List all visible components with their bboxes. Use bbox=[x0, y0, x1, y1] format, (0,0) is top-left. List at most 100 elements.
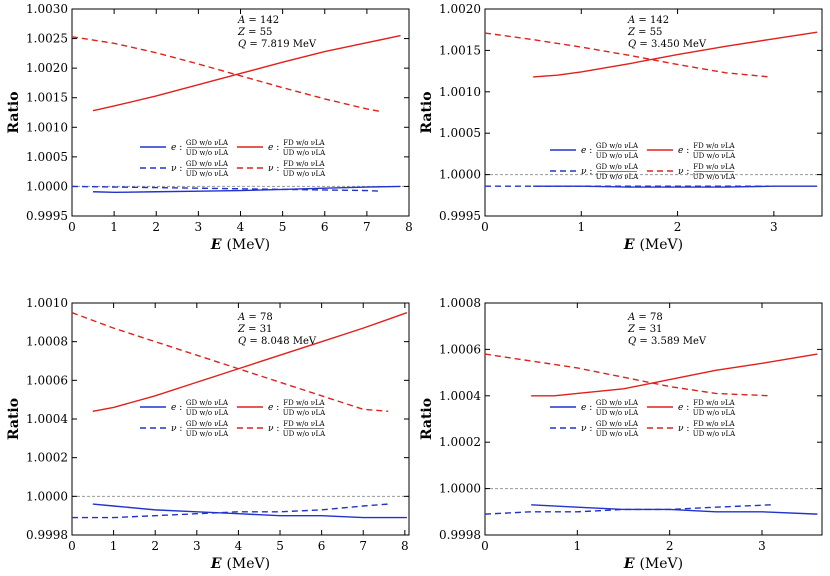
legend-denominator: UD w/o νLA bbox=[596, 409, 639, 417]
y-tick-label: 1.0006 bbox=[439, 342, 481, 356]
y-tick-label: 1.0015 bbox=[439, 43, 481, 57]
y-tick-label: 1.0008 bbox=[26, 335, 68, 349]
legend-particle: e : bbox=[678, 403, 689, 413]
x-tick-label: 1 bbox=[577, 220, 585, 234]
x-axis-label: E (MeV) bbox=[623, 556, 683, 572]
series-line-2 bbox=[533, 31, 818, 78]
x-tick-label: 3 bbox=[193, 539, 201, 553]
x-tick-label: 5 bbox=[279, 220, 287, 234]
x-tick-label: 1 bbox=[110, 220, 118, 234]
x-axis-label: E (MeV) bbox=[210, 237, 270, 253]
chart-panel-4: 0 1 2 3 0.9998 1.0000 1.0002 1.0004 1.0006 1.0008… bbox=[419, 296, 823, 572]
series-line-1 bbox=[533, 185, 818, 188]
y-tick-label: 1.0004 bbox=[439, 389, 481, 403]
chart-panel-1: 0 1 2 3 4 5 6 7 8 0.9995 1.0000 1.0005 1.0010 1.0015 1… bbox=[6, 2, 413, 253]
series-line-4 bbox=[484, 353, 772, 397]
x-tick-label: 5 bbox=[276, 539, 284, 553]
legend-numerator: FD w/o νLA bbox=[693, 399, 735, 407]
legend-numerator: FD w/o νLA bbox=[693, 420, 735, 428]
legend-denominator: UD w/o νLA bbox=[693, 409, 736, 417]
legend-denominator: UD w/o νLA bbox=[283, 409, 326, 417]
legend-particle: e : bbox=[268, 403, 279, 413]
plot-frame bbox=[484, 8, 823, 217]
x-tick-label: 4 bbox=[235, 539, 243, 553]
y-tick-label: 1.0000 bbox=[439, 482, 481, 496]
chart-panel-2: 0 1 2 3 0.9995 1.0000 1.0005 1.0010 1.0015 1.0020… bbox=[419, 2, 823, 253]
series-line-3 bbox=[484, 504, 772, 515]
y-tick-label: 1.0002 bbox=[26, 451, 68, 465]
legend-particle: e : bbox=[171, 143, 182, 153]
y-tick-label: 1.0020 bbox=[26, 61, 68, 75]
legend-particle: e : bbox=[678, 146, 689, 156]
x-tick-label: 0 bbox=[481, 539, 489, 553]
y-tick-label: 1.0010 bbox=[26, 120, 68, 134]
x-tick-label: 4 bbox=[237, 220, 245, 234]
legend-denominator: UD w/o νLA bbox=[186, 170, 229, 178]
y-tick-label: 1.0000 bbox=[26, 179, 68, 193]
annotation-line: Q = 7.819 MeV bbox=[238, 39, 317, 50]
annotation-line: Z = 31 bbox=[627, 324, 662, 335]
annotation-line: Q = 3.450 MeV bbox=[628, 39, 707, 50]
legend-denominator: UD w/o νLA bbox=[693, 430, 736, 438]
x-tick-label: 0 bbox=[68, 220, 76, 234]
annotation-line: Q = 8.048 MeV bbox=[238, 336, 317, 347]
y-tick-label: 1.0005 bbox=[26, 150, 68, 164]
x-tick-label: 8 bbox=[401, 539, 409, 553]
x-tick-label: 7 bbox=[363, 220, 371, 234]
legend-particle: ν : bbox=[171, 164, 182, 174]
x-tick-label: 7 bbox=[359, 539, 367, 553]
legend-denominator: UD w/o νLA bbox=[283, 430, 326, 438]
annotation-line: A = 142 bbox=[237, 15, 279, 26]
legend-numerator: FD w/o νLA bbox=[693, 142, 735, 150]
y-tick-label: 1.0006 bbox=[26, 373, 68, 387]
legend-numerator: GD w/o νLA bbox=[186, 399, 229, 407]
legend-numerator: GD w/o νLA bbox=[186, 160, 229, 168]
y-axis-label: Ratio bbox=[419, 91, 435, 133]
legend-particle: e : bbox=[171, 403, 182, 413]
series-line-3 bbox=[71, 185, 380, 192]
y-tick-label: 1.0005 bbox=[439, 126, 481, 140]
series-line-1 bbox=[92, 503, 407, 519]
annotation-line: Z = 55 bbox=[237, 27, 272, 38]
legend-numerator: GD w/o νLA bbox=[186, 420, 229, 428]
y-tick-label: 1.0000 bbox=[439, 168, 481, 182]
legend-particle: ν : bbox=[678, 167, 689, 177]
legend-particle: e : bbox=[581, 403, 592, 413]
x-tick-label: 2 bbox=[674, 220, 682, 234]
legend-denominator: UD w/o νLA bbox=[186, 149, 229, 157]
legend-denominator: UD w/o νLA bbox=[283, 170, 326, 178]
legend-denominator: UD w/o νLA bbox=[186, 430, 229, 438]
y-axis-label: Ratio bbox=[419, 398, 435, 440]
legend-numerator: FD w/o νLA bbox=[283, 420, 325, 428]
y-tick-label: 1.0002 bbox=[439, 435, 481, 449]
x-axis-label: E (MeV) bbox=[210, 556, 270, 572]
x-tick-label: 8 bbox=[405, 220, 413, 234]
legend-numerator: GD w/o νLA bbox=[186, 139, 229, 147]
y-tick-label: 1.0015 bbox=[26, 91, 68, 105]
annotation-line: Z = 55 bbox=[627, 27, 662, 38]
legend-numerator: FD w/o νLA bbox=[283, 160, 325, 168]
legend-numerator: GD w/o νLA bbox=[596, 163, 639, 171]
x-tick-label: 3 bbox=[195, 220, 203, 234]
legend-numerator: GD w/o νLA bbox=[596, 142, 639, 150]
series-line-1 bbox=[531, 504, 818, 515]
series-line-4 bbox=[484, 32, 770, 78]
x-tick-label: 2 bbox=[152, 220, 160, 234]
chart-panel-3: 0 1 2 3 4 5 6 7 8 0.9998 1.0000 1.0002 1.0004 1.0006 1… bbox=[6, 296, 410, 572]
x-tick-label: 0 bbox=[68, 539, 76, 553]
y-tick-label: 1.0025 bbox=[26, 32, 68, 46]
legend-denominator: UD w/o νLA bbox=[283, 149, 326, 157]
x-tick-label: 3 bbox=[758, 539, 766, 553]
legend-numerator: GD w/o νLA bbox=[596, 399, 639, 407]
x-tick-label: 2 bbox=[666, 539, 674, 553]
y-axis-label: Ratio bbox=[6, 91, 22, 133]
y-tick-label: 1.0004 bbox=[26, 412, 68, 426]
legend-numerator: FD w/o νLA bbox=[283, 399, 325, 407]
series-line-3 bbox=[72, 503, 389, 519]
y-axis-label: Ratio bbox=[6, 398, 22, 440]
y-tick-label: 1.0000 bbox=[26, 489, 68, 503]
legend-particle: ν : bbox=[268, 424, 279, 434]
x-tick-label: 0 bbox=[481, 220, 489, 234]
legend-particle: ν : bbox=[171, 424, 182, 434]
series-line-1 bbox=[93, 185, 401, 194]
